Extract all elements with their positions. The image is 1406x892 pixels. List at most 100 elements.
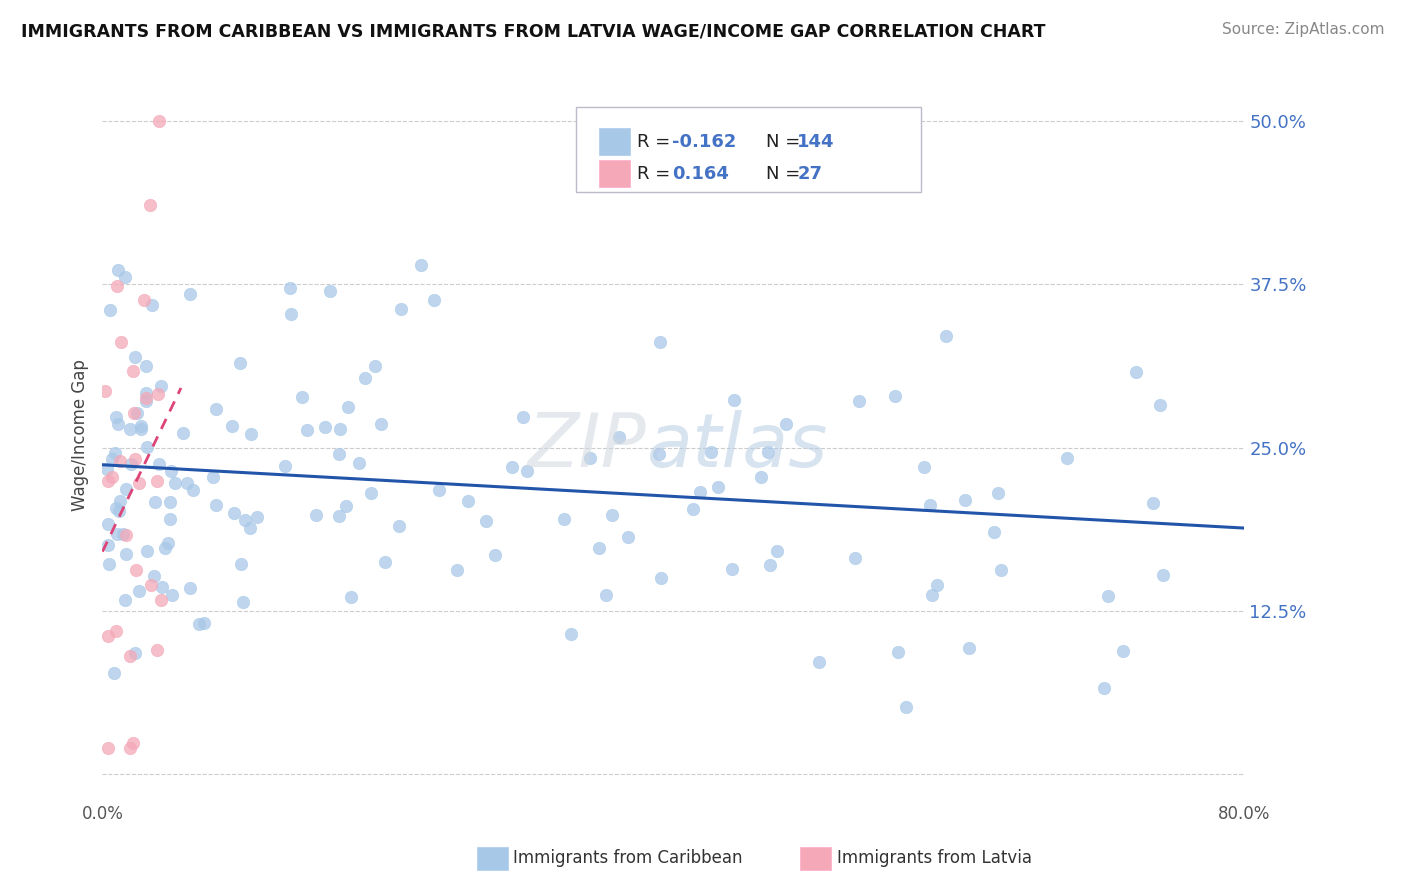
Point [935,329,957,343]
Point [560,627,582,641]
Point [104,410,127,425]
Point [173,426,195,441]
Text: Immigrants from Latvia: Immigrants from Latvia [837,849,1032,867]
Point [607,430,630,444]
Point [314,420,336,434]
Point [703,175,725,189]
Point [600,508,623,522]
Point [122,736,145,750]
Text: Immigrants from Caribbean: Immigrants from Caribbean [513,849,742,867]
Point [148,457,170,471]
Point [1149,398,1171,412]
Point [844,551,866,566]
Point [115,547,138,561]
Point [153,541,176,555]
Point [135,359,157,373]
Point [1092,681,1115,696]
Point [1097,589,1119,603]
Text: N =: N = [766,165,806,183]
Point [222,506,245,520]
Point [894,699,917,714]
Point [246,510,269,524]
Text: N =: N = [766,133,806,151]
Point [107,262,129,277]
Point [120,457,142,471]
Text: ZIP: ZIP [529,410,647,482]
Text: IMMIGRANTS FROM CARIBBEAN VS IMMIGRANTS FROM LATVIA WAGE/INCOME GAP CORRELATION : IMMIGRANTS FROM CARIBBEAN VS IMMIGRANTS … [21,22,1046,40]
Point [187,617,209,632]
Text: atlas: atlas [647,410,828,482]
Point [124,451,146,466]
Point [721,562,744,576]
Point [689,485,711,500]
Point [101,452,124,467]
Point [388,518,411,533]
Point [337,400,360,414]
Point [1125,365,1147,379]
Point [328,447,350,461]
Point [233,513,256,527]
Point [179,581,201,595]
Point [114,593,136,607]
Point [136,440,159,454]
Point [617,530,640,544]
Point [297,423,319,437]
Point [484,548,506,562]
Point [347,456,370,470]
Point [682,501,704,516]
Point [124,350,146,364]
Point [146,474,169,488]
Text: R =: R = [637,133,676,151]
Point [884,389,907,403]
Point [103,666,125,681]
Point [156,536,179,550]
Text: R =: R = [637,165,682,183]
Point [111,526,134,541]
Point [94,384,117,398]
Point [501,460,523,475]
Point [319,284,342,298]
Point [749,470,772,484]
Point [135,543,157,558]
Point [274,459,297,474]
Point [1152,568,1174,582]
Point [139,577,162,591]
Point [193,616,215,631]
Point [120,741,142,756]
Point [145,495,167,509]
Point [100,470,122,484]
Point [148,113,170,128]
Point [118,649,141,664]
Point [132,293,155,308]
Point [278,281,301,295]
Point [765,544,787,558]
Point [221,418,243,433]
Point [129,419,152,434]
Point [128,583,150,598]
Point [475,514,498,528]
Point [97,475,120,489]
Point [142,569,165,583]
Text: -0.162: -0.162 [672,133,737,151]
Point [105,526,128,541]
Point [886,645,908,659]
Point [588,541,610,556]
Point [579,451,602,466]
Point [328,509,350,524]
Point [110,334,132,349]
Point [389,302,412,317]
Point [135,394,157,409]
Point [114,270,136,285]
Point [650,571,672,585]
Point [239,521,262,535]
Point [512,409,534,424]
Point [104,501,127,516]
Y-axis label: Wage/Income Gap: Wage/Income Gap [72,359,89,510]
Point [149,379,172,393]
Text: 27: 27 [797,165,823,183]
Text: Source: ZipAtlas.com: Source: ZipAtlas.com [1222,22,1385,37]
Point [239,426,262,441]
Point [983,525,1005,540]
Point [446,563,468,577]
Point [374,555,396,569]
